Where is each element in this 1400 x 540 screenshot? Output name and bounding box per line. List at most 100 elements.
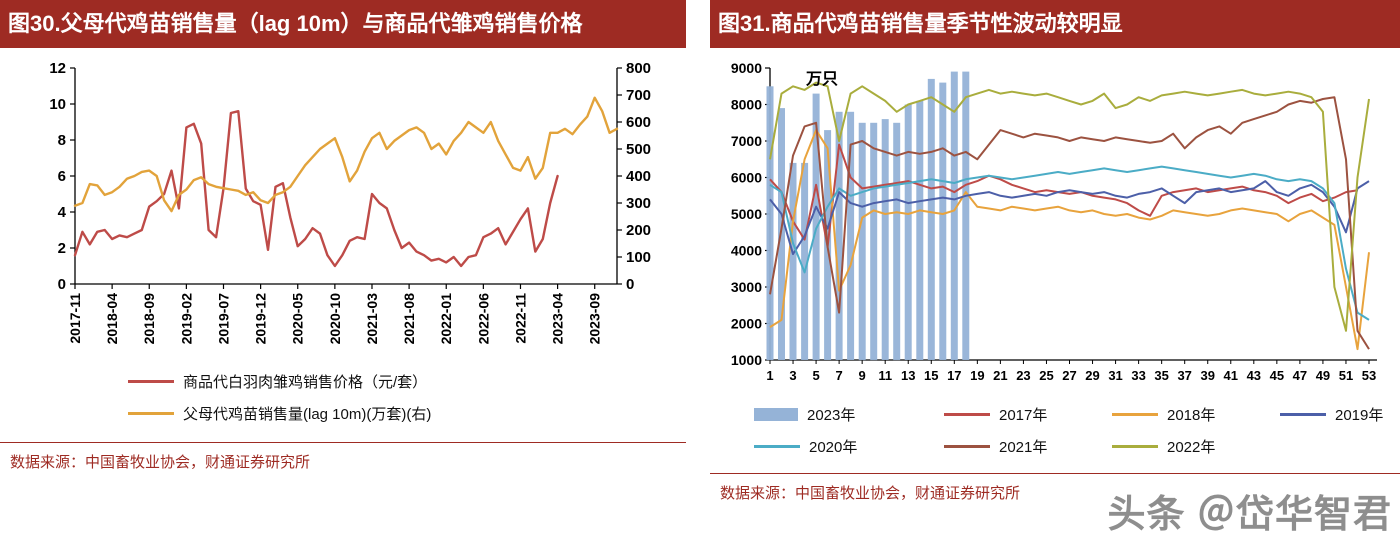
legend-label-2018: 2018年 bbox=[1167, 407, 1216, 425]
svg-text:2019-12: 2019-12 bbox=[253, 293, 269, 345]
price-line-swatch bbox=[128, 380, 174, 384]
line-2021-swatch bbox=[944, 445, 990, 449]
svg-text:10: 10 bbox=[49, 96, 66, 113]
legend-label-2021: 2021年 bbox=[999, 439, 1048, 457]
year-line-2018年 bbox=[769, 129, 1370, 351]
year-line-2017年 bbox=[769, 143, 1358, 249]
svg-text:2022-11: 2022-11 bbox=[512, 293, 528, 344]
legend-item-price: 商品代白羽肉雏鸡销售价格（元/套） bbox=[128, 371, 427, 392]
svg-text:31: 31 bbox=[1108, 368, 1122, 383]
svg-text:2: 2 bbox=[58, 240, 66, 257]
svg-text:2022-06: 2022-06 bbox=[475, 293, 491, 345]
svg-text:51: 51 bbox=[1339, 368, 1353, 383]
bars-2023 bbox=[766, 71, 970, 361]
svg-text:15: 15 bbox=[924, 368, 938, 383]
svg-text:53: 53 bbox=[1362, 368, 1376, 383]
legend-label-price: 商品代白羽肉雏鸡销售价格（元/套） bbox=[183, 374, 428, 392]
legend-item-2018: 2018年 bbox=[1112, 404, 1280, 425]
svg-text:2021-03: 2021-03 bbox=[364, 293, 380, 345]
svg-text:43: 43 bbox=[1247, 368, 1261, 383]
svg-text:2017-11: 2017-11 bbox=[67, 293, 83, 344]
svg-text:37: 37 bbox=[1177, 368, 1191, 383]
unit-label: 万只 bbox=[805, 71, 838, 88]
line-2017-swatch bbox=[944, 413, 990, 417]
svg-text:0: 0 bbox=[626, 276, 634, 293]
figure30-title: 图30.父母代鸡苗销售量（lag 10m）与商品代雏鸡销售价格 bbox=[8, 11, 583, 36]
svg-text:5000: 5000 bbox=[731, 206, 762, 222]
svg-text:9: 9 bbox=[859, 368, 866, 383]
source-divider bbox=[0, 442, 686, 444]
svg-text:35: 35 bbox=[1154, 368, 1168, 383]
volume-line-swatch bbox=[128, 412, 174, 416]
figure30-panel: 图30.父母代鸡苗销售量（lag 10m）与商品代雏鸡销售价格 0 2 4 6 8 10 1… bbox=[0, 0, 686, 540]
legend-item-2017: 2017年 bbox=[944, 404, 1112, 425]
svg-text:800: 800 bbox=[626, 60, 651, 77]
figure31-title: 图31.商品代鸡苗销售量季节性波动较明显 bbox=[718, 11, 1123, 36]
figure31-legend: 2023年 2017年 2018年 2019年 2020年 2021年 bbox=[754, 404, 1400, 457]
svg-text:2018-09: 2018-09 bbox=[141, 293, 157, 345]
svg-text:4000: 4000 bbox=[731, 243, 762, 259]
svg-text:21: 21 bbox=[993, 368, 1007, 383]
svg-text:2018-04: 2018-04 bbox=[104, 293, 120, 345]
svg-text:600: 600 bbox=[626, 114, 651, 131]
svg-text:2020-05: 2020-05 bbox=[290, 293, 306, 345]
svg-text:25: 25 bbox=[1039, 368, 1053, 383]
svg-text:13: 13 bbox=[901, 368, 915, 383]
svg-text:2022-01: 2022-01 bbox=[438, 293, 454, 345]
svg-text:4: 4 bbox=[58, 204, 67, 221]
svg-text:12: 12 bbox=[49, 60, 66, 77]
svg-text:41: 41 bbox=[1224, 368, 1238, 383]
svg-text:2021-08: 2021-08 bbox=[401, 293, 417, 345]
data-source-right: 数据来源：中国畜牧业协会，财通证券研究所 bbox=[720, 485, 1021, 503]
svg-text:7: 7 bbox=[835, 368, 842, 383]
svg-text:33: 33 bbox=[1131, 368, 1145, 383]
svg-text:2019-07: 2019-07 bbox=[215, 293, 231, 345]
svg-text:500: 500 bbox=[626, 141, 651, 158]
line-2022-swatch bbox=[1112, 445, 1158, 449]
figure30-chart: 0 2 4 6 8 10 12 0 100 200 300 400 500 600 700 800 2017-1… bbox=[49, 60, 651, 345]
svg-text:19: 19 bbox=[970, 368, 984, 383]
line-2019-swatch bbox=[1280, 413, 1326, 417]
svg-text:9000: 9000 bbox=[731, 60, 762, 76]
svg-text:45: 45 bbox=[1270, 368, 1284, 383]
legend-item-2021: 2021年 bbox=[944, 436, 1112, 457]
svg-text:200: 200 bbox=[626, 222, 651, 239]
line-2018-swatch bbox=[1112, 413, 1158, 417]
data-source-left: 数据来源：中国畜牧业协会，财通证券研究所 bbox=[10, 454, 311, 472]
svg-text:8000: 8000 bbox=[731, 97, 762, 113]
svg-text:39: 39 bbox=[1200, 368, 1214, 383]
figure31-header: 图31.商品代鸡苗销售量季节性波动较明显 bbox=[710, 0, 1400, 49]
legend-item-2019: 2019年 bbox=[1280, 404, 1400, 425]
svg-text:2023-09: 2023-09 bbox=[587, 293, 603, 345]
svg-text:29: 29 bbox=[1085, 368, 1099, 383]
source-divider bbox=[710, 473, 1400, 475]
legend-label-volume: 父母代鸡苗销售量(lag 10m)(万套)(右) bbox=[183, 406, 432, 424]
svg-text:27: 27 bbox=[1062, 368, 1076, 383]
svg-text:8: 8 bbox=[58, 132, 66, 149]
svg-text:1: 1 bbox=[766, 368, 773, 383]
year-line-2019年 bbox=[769, 180, 1370, 256]
svg-text:6000: 6000 bbox=[731, 170, 762, 186]
figure30-legend: 商品代白羽肉雏鸡销售价格（元/套） 父母代鸡苗销售量(lag 10m)(万套)(… bbox=[128, 371, 686, 424]
svg-text:7000: 7000 bbox=[731, 133, 762, 149]
legend-label-2022: 2022年 bbox=[1167, 439, 1216, 457]
figure30-header: 图30.父母代鸡苗销售量（lag 10m）与商品代雏鸡销售价格 bbox=[0, 0, 686, 49]
legend-item-2022: 2022年 bbox=[1112, 436, 1280, 457]
svg-text:11: 11 bbox=[878, 368, 892, 383]
bar-2023-swatch bbox=[754, 408, 798, 422]
line-2020-swatch bbox=[754, 445, 800, 449]
watermark: 头条 ＠岱华智君 bbox=[1107, 494, 1392, 536]
svg-text:2000: 2000 bbox=[731, 316, 762, 332]
svg-text:5: 5 bbox=[812, 368, 819, 383]
legend-item-2020: 2020年 bbox=[754, 436, 944, 457]
svg-text:300: 300 bbox=[626, 195, 651, 212]
figure31-panel: 图31.商品代鸡苗销售量季节性波动较明显 1000 2000 3000 4000 500… bbox=[710, 0, 1400, 540]
svg-text:6: 6 bbox=[58, 168, 66, 185]
legend-item-2023: 2023年 bbox=[754, 404, 944, 425]
svg-text:400: 400 bbox=[626, 168, 651, 185]
svg-text:17: 17 bbox=[947, 368, 961, 383]
svg-text:2023-04: 2023-04 bbox=[550, 293, 566, 345]
legend-label-2017: 2017年 bbox=[999, 407, 1048, 425]
